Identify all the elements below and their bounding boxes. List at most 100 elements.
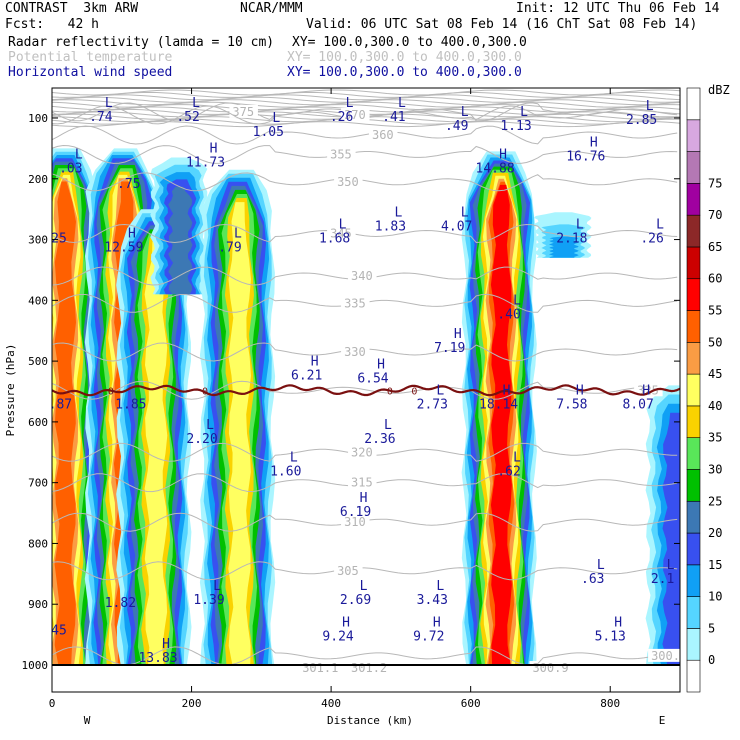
forecast-hour: Fcst: 42 h (5, 17, 99, 32)
wind-extremum-marker: L (436, 579, 444, 594)
wind-speed-value: .26 (640, 232, 663, 247)
isentrope-label: 340 (351, 269, 373, 283)
isentrope-label: 310 (344, 515, 366, 529)
wind-speed-value: 4.07 (441, 219, 472, 234)
wind-speed-value: 16.76 (566, 149, 605, 164)
wind-extremum-marker: H (128, 227, 136, 242)
wind-speed-value: 45 (51, 624, 67, 639)
colorbar-swatch (686, 405, 701, 438)
colorbar-swatch (686, 437, 701, 470)
wind-extremum-marker: H (162, 637, 170, 652)
wind-extremum-marker: H (614, 616, 622, 631)
field1-name: Radar reflectivity (lamda = 10 cm) (8, 35, 275, 50)
wind-extremum-marker: L (646, 99, 654, 114)
y-axis-title: Pressure (hPa) (4, 344, 17, 437)
isentrope-label-bg (341, 344, 370, 358)
wind-extremum-marker: H (360, 491, 368, 506)
wind-speed-value: 2.69 (340, 593, 371, 608)
y-tick-label: 300 (28, 234, 48, 247)
wind-speed-value: 25 (51, 232, 67, 247)
colorbar-level: 50 (708, 335, 722, 349)
wind-extremum-marker: L (461, 105, 469, 120)
wind-extremum-marker: H (503, 383, 511, 398)
wind-speed-value: 8.07 (622, 397, 653, 412)
isentrope-label: 335 (344, 296, 366, 310)
isentrope-line (52, 99, 680, 106)
wind-speed-value: .75 (117, 177, 140, 192)
wind-speed-value: .26 (330, 110, 353, 125)
wind-extremum-marker: L (384, 418, 392, 433)
colorbar-swatch (686, 564, 701, 597)
wind-speed-value: 6.19 (340, 505, 371, 520)
wind-speed-value: 3.43 (417, 593, 448, 608)
wind-extremum-marker: H (210, 142, 218, 157)
colorbar-level: 20 (708, 526, 722, 540)
colorbar-level: 75 (708, 176, 722, 190)
colorbar-level: 45 (708, 367, 722, 381)
isentrope-label: 320 (351, 445, 373, 459)
zero-contour-label: 0 (387, 386, 393, 397)
isentrope-label-bg (348, 269, 377, 283)
isentropes: 375 3703603553503453403353303253203153103… (52, 89, 687, 675)
wind-extremum-marker: L (597, 558, 605, 573)
isentrope-label: 375 (232, 105, 254, 119)
wind-extremum-marker: L (576, 218, 584, 233)
colorbar-swatch (686, 119, 701, 152)
colorbar-level: 15 (708, 558, 722, 572)
isentrope-line (52, 172, 678, 192)
isentrope-label-bg (368, 128, 398, 142)
wind-speed-value: .63 (581, 572, 604, 587)
wind-extremum-marker: L (105, 96, 113, 111)
isentrope-label: 345 (330, 226, 352, 240)
wind-extremum-marker: L (656, 218, 664, 233)
colorbar-swatch (686, 151, 701, 184)
wind-extremum-marker: L (213, 579, 221, 594)
colorbar: 0 5 10 15 20 25 30 35 40 45 50 55 60 65 70 75 (686, 87, 722, 693)
wind-speed-value: 9.72 (413, 630, 444, 645)
y-tick-label: 600 (28, 416, 48, 429)
isentrope-line (52, 89, 680, 96)
field1-xy: XY= 100.0,300.0 to 400.0,300.0 (292, 35, 527, 50)
y-tick-label: 400 (28, 294, 48, 307)
wind-extremum-marker: L (346, 96, 354, 111)
y-tick-label: 800 (28, 537, 48, 550)
field3-name: Horizontal wind speed (8, 65, 173, 80)
x-tick-label: 600 (461, 697, 481, 710)
wind-speed-value: 2.36 (364, 432, 395, 447)
field2-name: Potential temperature (8, 50, 173, 65)
plot-frame (51, 87, 681, 693)
isentrope-label-bg (341, 296, 370, 310)
y-tick-label: 1000 (22, 659, 49, 672)
colorbar-level: 55 (708, 304, 722, 318)
wind-extremum-marker: L (192, 96, 200, 111)
wind-speed-value: 2.18 (556, 232, 587, 247)
valid-time: Valid: 06 UTC Sat 08 Feb 14 (16 ChT Sat … (306, 17, 698, 32)
isentrope-label-bg (334, 563, 363, 577)
wind-extremum-marker: L (513, 293, 521, 308)
zero-contour-label: 0 (411, 386, 417, 397)
wind-speed-value: 1.82 (105, 596, 136, 611)
colorbar-level: 0 (708, 653, 715, 667)
colorbar-swatch (686, 214, 701, 248)
wind-extremum-marker: L (395, 205, 403, 220)
isentrope-label: 300.8 (651, 649, 687, 663)
x-tick-label: 0 (49, 697, 56, 710)
isentrope-line (52, 646, 678, 666)
isentrope-label-bg (348, 445, 377, 459)
isentrope-line (52, 94, 680, 101)
y-tick-label: 900 (28, 598, 48, 611)
x-axis-title: Distance (km) (327, 714, 413, 727)
wind-speed-value: 1.83 (375, 219, 406, 234)
wind-speed-value: .40 (497, 307, 520, 322)
reflectivity-band (662, 412, 680, 665)
wind-extremum-marker: L (206, 418, 214, 433)
colorbar-level: 35 (708, 431, 722, 445)
org-label: NCAR/MMM (240, 1, 303, 16)
colorbar-swatch (686, 373, 701, 407)
init-time: Init: 12 UTC Thu 06 Feb 14 (516, 1, 720, 16)
wind-extremum-marker: L (360, 579, 368, 594)
isentrope-label-bg (229, 104, 258, 118)
isentrope-label: 370 (344, 108, 366, 122)
isentrope-label-bg (348, 475, 377, 489)
wind-speed-value: 6.21 (291, 368, 322, 383)
